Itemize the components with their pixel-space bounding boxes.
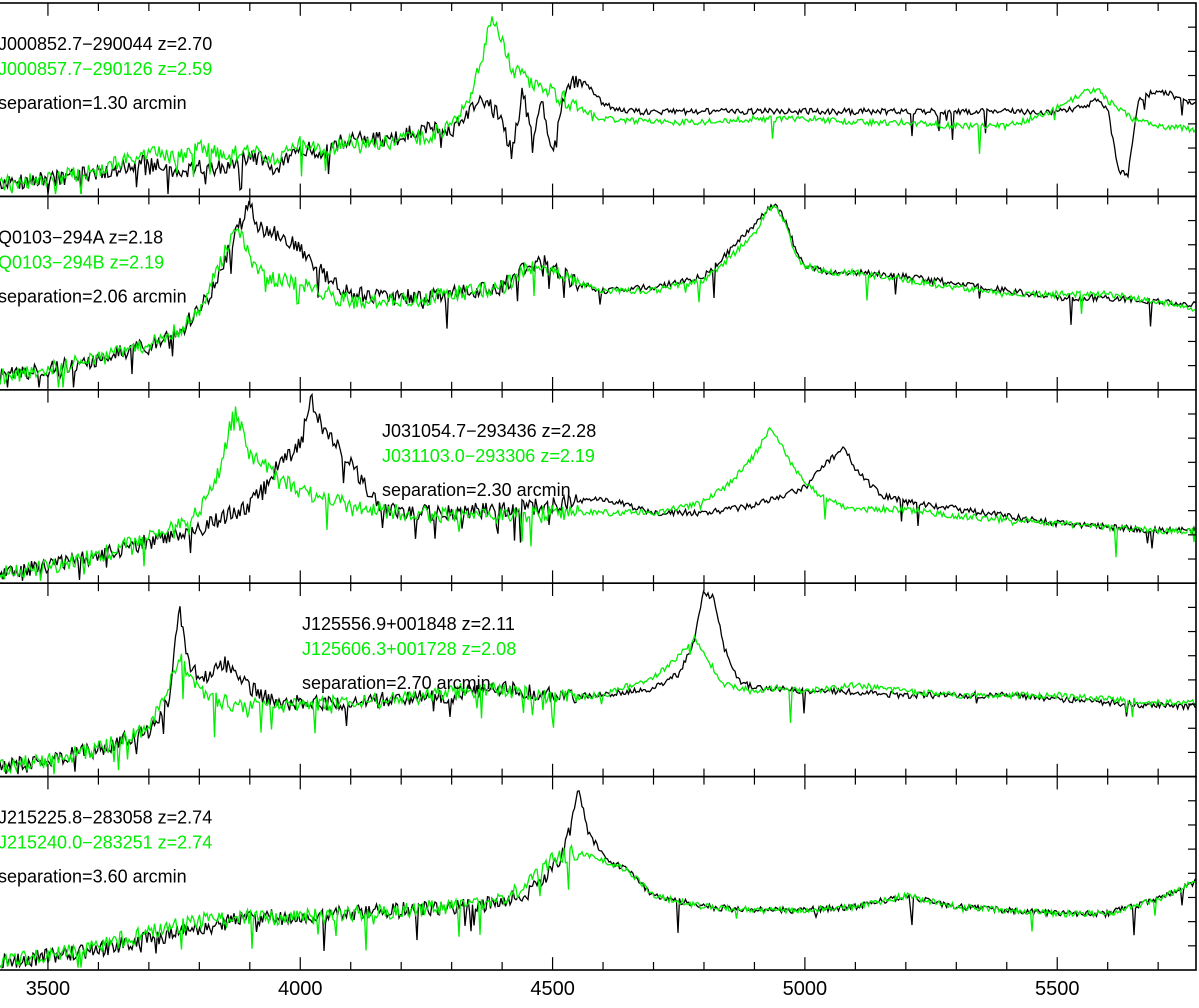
panel-1: J000852.7−290044 z=2.70 J000857.7−290126 … [0, 16, 1197, 195]
panel-4-series-primary [0, 589, 1197, 775]
panel-4-series-secondary [0, 633, 1197, 775]
panel-2-label-row2: Q0103−294B z=2.19 [0, 252, 164, 272]
panel-1-label-row2: J000857.7−290126 z=2.59 [0, 59, 212, 79]
panel-5-label-row3: separation=3.60 arcmin [0, 867, 187, 887]
panel-3-frame [0, 388, 1197, 584]
panel-5-label-row2: J215240.0−283251 z=2.74 [0, 833, 212, 853]
panel-3-series-secondary [0, 406, 1197, 581]
panel-2-label-row1: Q0103−294A z=2.18 [0, 227, 163, 247]
panel-2-series-secondary [0, 205, 1196, 388]
panel-2-label-row3: separation=2.06 arcmin [0, 286, 187, 306]
spectra-panels: J000852.7−290044 z=2.70 J000857.7−290126 … [0, 16, 1197, 970]
panel-4-label-row3: separation=2.70 arcmin [302, 673, 491, 693]
panel-3-series-primary [0, 392, 1197, 581]
panel-2: Q0103−294A z=2.18 Q0103−294B z=2.19 separa… [0, 200, 1196, 388]
panel-5-label-row1: J215225.8−283058 z=2.74 [0, 808, 212, 828]
panel-4-label-row1: J125556.9+001848 z=2.11 [302, 614, 515, 634]
panel-5-frame [0, 775, 1197, 971]
panel-3-label-row2: J031103.0−293306 z=2.19 [382, 446, 595, 466]
panel-borders [0, 2, 1197, 971]
x-axis-tick-labels: 3500 4000 4500 5000 5500 [26, 978, 1080, 1000]
panel-4: J125556.9+001848 z=2.11 J125606.3+001728 … [0, 589, 1197, 775]
panel-1-series-secondary [0, 16, 1197, 195]
panel-4-label-row2: J125606.3+001728 z=2.08 [302, 639, 516, 659]
panel-3: J031054.7−293436 z=2.28 J031103.0−293306 … [0, 392, 1197, 581]
panel-1-label-row1: J000852.7−290044 z=2.70 [0, 34, 212, 54]
panel-3-border [0, 388, 1197, 584]
panel-3-label-row3: separation=2.30 arcmin [382, 480, 571, 500]
panel-3-label-row1: J031054.7−293436 z=2.28 [382, 421, 596, 441]
x-tick-label-5000: 5000 [783, 978, 828, 1000]
panel-1-label-row3: separation=1.30 arcmin [0, 93, 187, 113]
panel-1-series-primary [0, 75, 1196, 195]
panel-5: J215225.8−283058 z=2.74 J215240.0−283251 … [0, 790, 1197, 970]
x-tick-label-4000: 4000 [278, 978, 323, 1000]
x-tick-label-5500: 5500 [1035, 978, 1080, 1000]
x-tick-label-4500: 4500 [530, 978, 575, 1000]
panel-5-series-secondary [0, 843, 1196, 970]
x-tick-label-3500: 3500 [26, 978, 71, 1000]
